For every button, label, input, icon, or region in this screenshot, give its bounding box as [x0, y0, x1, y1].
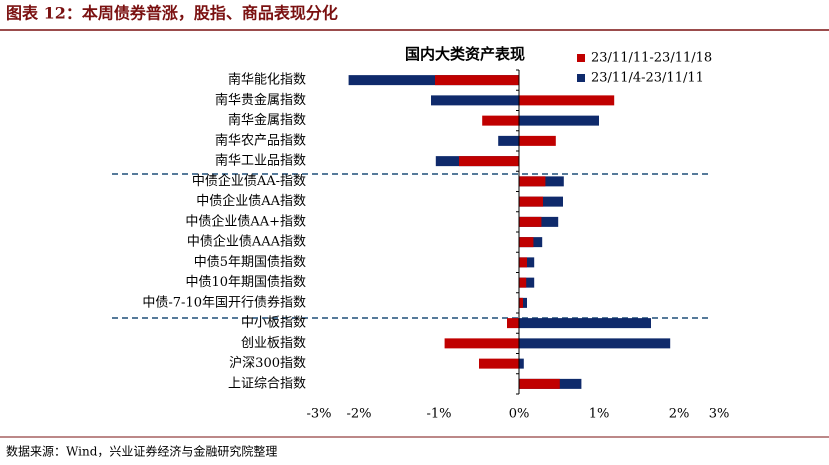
x-tick-label: 0% [509, 407, 530, 422]
bar [498, 135, 519, 146]
x-tick-label: 2% [669, 407, 690, 422]
x-tick-label: 1% [589, 407, 610, 422]
chart-title: 国内大类资产表现 [405, 45, 525, 63]
bar [519, 115, 599, 126]
bar [435, 75, 519, 86]
bar [519, 257, 527, 268]
bar [519, 318, 651, 329]
y-tick-label: 南华贵金属指数 [215, 92, 306, 108]
y-tick-label: 中债-7-10年国开行债券指数 [142, 294, 306, 310]
y-tick-label: 沪深300指数 [229, 355, 306, 371]
bar [519, 277, 535, 288]
bar [348, 75, 519, 86]
y-tick-label: 南华农产品指数 [215, 132, 306, 148]
bar [519, 196, 543, 207]
x-tick-label: -3% [306, 407, 331, 422]
bar [519, 277, 527, 288]
bar [479, 358, 519, 369]
y-tick-label: 中债10年期国债指数 [185, 275, 306, 290]
x-tick-label: 3% [709, 407, 730, 422]
y-tick-label: 中债企业债AA-指数 [192, 173, 306, 189]
bar [519, 237, 534, 248]
bar [482, 115, 519, 126]
header-title: 图表 12：本周债券普涨，股指、商品表现分化 [6, 4, 338, 23]
source-note: 数据来源：Wind，兴业证券经济与金融研究院整理 [6, 444, 277, 459]
x-tick-label: -2% [346, 407, 371, 422]
bar [459, 156, 519, 167]
legend-label: 23/11/11-23/11/18 [591, 51, 712, 66]
legend-swatch [577, 54, 585, 62]
y-tick-label: 中小板指数 [241, 316, 306, 331]
y-tick-label: 中债企业债AA指数 [196, 193, 306, 209]
bar [519, 358, 524, 369]
y-tick-label: 中债企业债AAA指数 [187, 234, 306, 250]
legend-label: 23/11/4-23/11/11 [591, 71, 704, 86]
bar [519, 176, 546, 187]
legend-swatch [577, 74, 585, 82]
y-tick-label: 南华金属指数 [228, 112, 306, 128]
y-tick-label: 创业板指数 [241, 336, 306, 351]
y-tick-label: 中债企业债AA+指数 [185, 213, 306, 229]
y-tick-label: 上证综合指数 [228, 376, 306, 391]
y-tick-label: 中债5年期国债指数 [194, 255, 306, 270]
x-tick-label: -1% [426, 407, 451, 422]
bar [519, 338, 671, 349]
y-tick-label: 南华工业品指数 [215, 153, 306, 169]
bar [519, 135, 556, 146]
bar [431, 95, 519, 106]
y-tick-label: 南华能化指数 [228, 72, 306, 88]
bar [507, 318, 519, 329]
bar [519, 95, 615, 106]
bar [519, 297, 523, 308]
bar [519, 378, 560, 389]
bar [519, 216, 542, 227]
bar [444, 338, 519, 349]
